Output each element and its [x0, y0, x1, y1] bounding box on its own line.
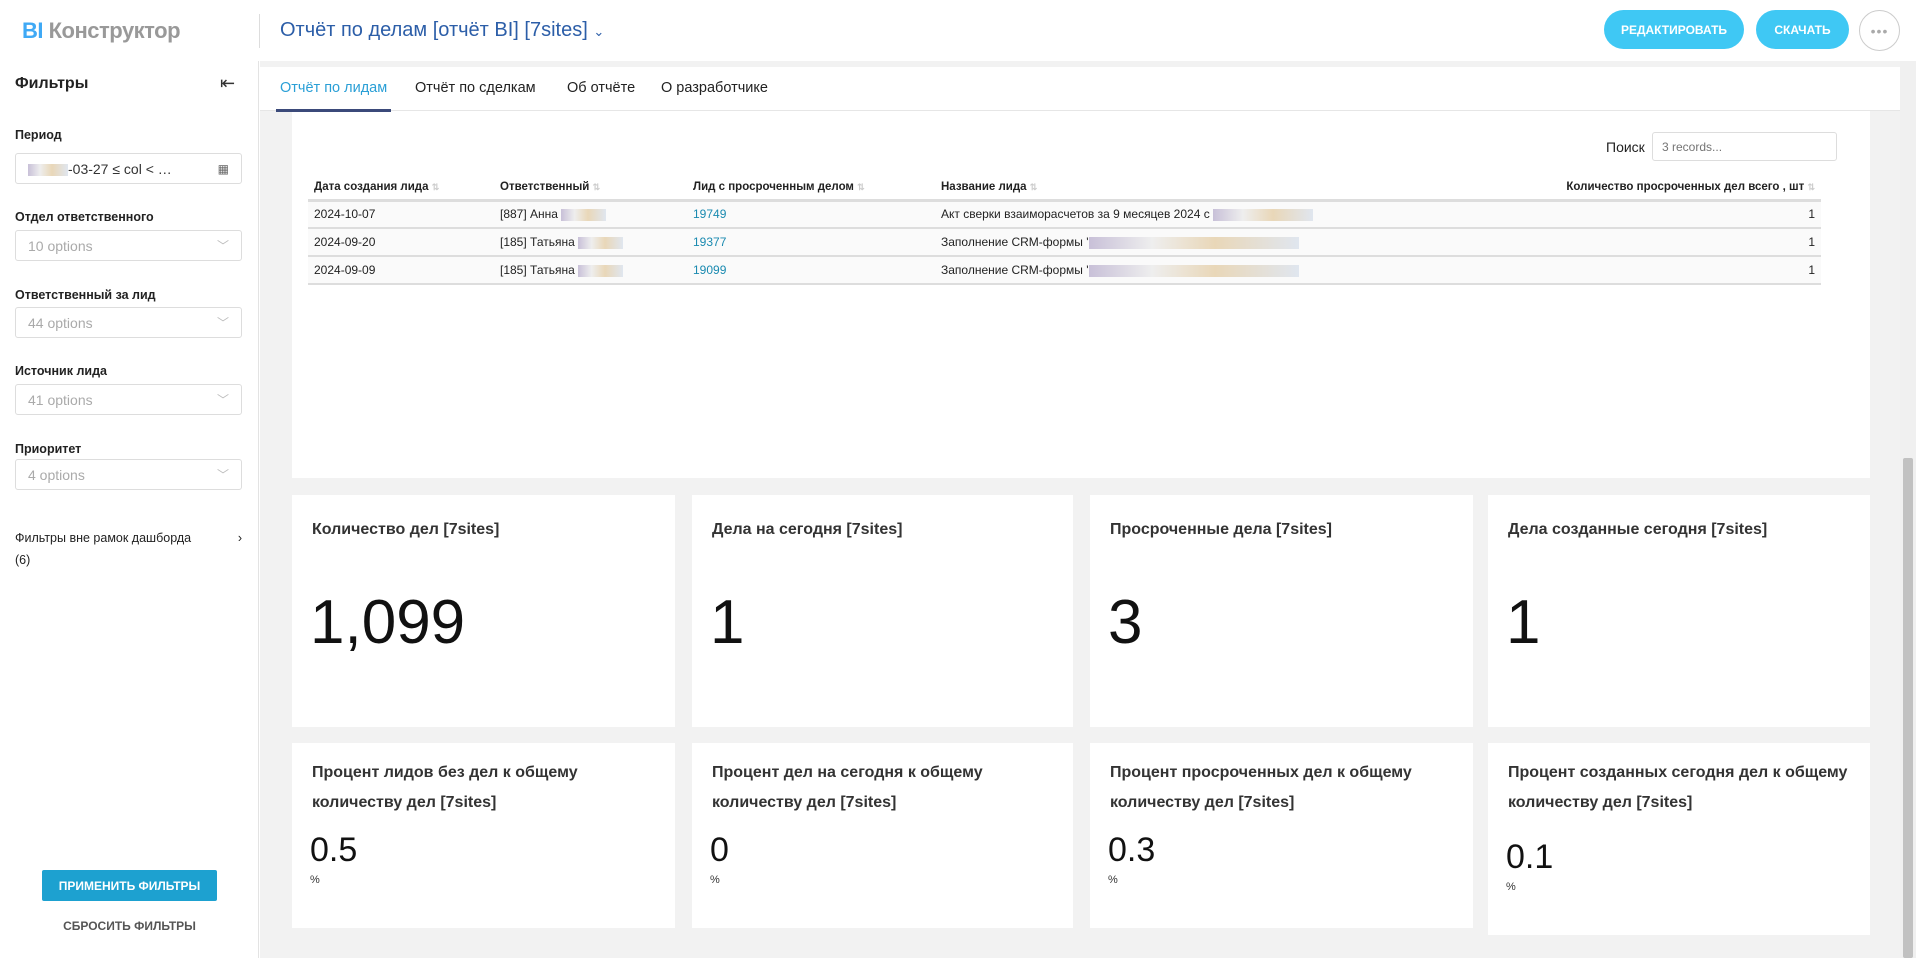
- logo[interactable]: BI Конструктор: [22, 18, 181, 43]
- period-input[interactable]: -03-27 ≤ col < … ▦: [15, 153, 242, 184]
- calendar-icon: ▦: [217, 161, 229, 176]
- kpi-card: Дела на сегодня [7sites] 1: [692, 495, 1073, 727]
- kpi-value: 1: [1506, 588, 1541, 657]
- kpi-unit: %: [1506, 881, 1516, 893]
- tab-about-developer[interactable]: О разработчике: [661, 80, 768, 96]
- search-input[interactable]: [1652, 132, 1837, 161]
- tab-bar: Отчёт по лидам Отчёт по сделкам Об отчёт…: [260, 67, 1900, 112]
- column-header[interactable]: Лид с просроченным делом ⇅: [687, 175, 935, 202]
- lead-link[interactable]: 19749: [693, 207, 727, 222]
- kpi-title: Просроченные дела [7sites]: [1110, 521, 1332, 538]
- redacted: [561, 209, 607, 222]
- kpi-value: 1: [710, 588, 745, 657]
- chevron-down-icon: ﹀: [216, 316, 229, 330]
- percent-card: Процент созданных сегодня дел к общему к…: [1488, 743, 1870, 935]
- tab-leads-report[interactable]: Отчёт по лидам: [280, 80, 388, 96]
- chevron-down-icon: ﹀: [216, 393, 229, 407]
- kpi-value: 0.1: [1506, 838, 1554, 876]
- more-options-icon[interactable]: •••: [1859, 10, 1900, 51]
- divider: [259, 14, 260, 48]
- priority-select[interactable]: 4 options ﹀: [15, 459, 242, 490]
- table-row: 2024-10-07 [887] Анна 19749 Акт сверки в…: [308, 200, 1821, 229]
- column-header[interactable]: Количество просроченных дел всего , шт ⇅: [1462, 175, 1821, 202]
- period-label: Период: [15, 128, 62, 142]
- filter-label: Источник лида: [15, 364, 107, 378]
- kpi-title: Процент созданных сегодня дел к общему к…: [1508, 764, 1848, 811]
- kpi-unit: %: [710, 874, 720, 886]
- chevron-down-icon: ⌄: [593, 24, 605, 39]
- kpi-value: 0.5: [310, 831, 358, 869]
- dashboard-title[interactable]: Отчёт по делам [отчёт BI] [7sites] ⌄: [280, 19, 605, 41]
- kpi-value: 1,099: [310, 588, 466, 657]
- collapse-sidebar-icon[interactable]: ⇤: [220, 73, 236, 93]
- sort-icon: ⇅: [592, 181, 601, 192]
- kpi-title: Процент просроченных дел к общему количе…: [1110, 764, 1412, 811]
- apply-filters-button[interactable]: ПРИМЕНИТЬ ФИЛЬТРЫ: [42, 870, 217, 901]
- kpi-title: Процент лидов без дел к общему количеств…: [312, 764, 578, 811]
- filter-label: Ответственный за лид: [15, 288, 156, 302]
- sort-icon: ⇅: [1807, 181, 1815, 192]
- redacted: [28, 163, 68, 176]
- leads-table-card: [292, 110, 1870, 478]
- lead-link[interactable]: 19099: [693, 263, 727, 277]
- source-select[interactable]: 41 options ﹀: [15, 384, 242, 415]
- sort-icon: ⇅: [431, 181, 440, 192]
- column-header[interactable]: Название лида ⇅: [935, 175, 1463, 202]
- percent-card: Процент дел на сегодня к общему количест…: [692, 743, 1073, 928]
- redacted: [1088, 236, 1299, 249]
- outside-filters-link[interactable]: Фильтры вне рамок дашборда › (6): [15, 527, 242, 571]
- filter-label: Отдел ответственного: [15, 210, 154, 224]
- tab-about-report[interactable]: Об отчёте: [567, 80, 636, 96]
- kpi-title: Процент дел на сегодня к общему количест…: [712, 764, 983, 811]
- kpi-title: Дела созданные сегодня [7sites]: [1508, 521, 1768, 538]
- active-tab-indicator: [276, 109, 391, 112]
- sort-icon: ⇅: [1029, 181, 1038, 192]
- chevron-down-icon: ﹀: [216, 239, 229, 253]
- sort-icon: ⇅: [857, 181, 865, 192]
- responsible-select[interactable]: 44 options ﹀: [15, 307, 242, 338]
- tab-deals-report[interactable]: Отчёт по сделкам: [415, 80, 536, 96]
- kpi-title: Количество дел [7sites]: [312, 521, 500, 538]
- kpi-unit: %: [310, 874, 320, 886]
- kpi-unit: %: [1108, 874, 1118, 886]
- edit-button[interactable]: РЕДАКТИРОВАТЬ: [1604, 10, 1744, 49]
- redacted: [578, 264, 624, 277]
- top-header: BI Конструктор Отчёт по делам [отчёт BI]…: [0, 0, 1916, 61]
- redacted: [1213, 209, 1314, 222]
- kpi-card: Просроченные дела [7sites] 3: [1090, 495, 1473, 727]
- column-header[interactable]: Дата создания лида ⇅: [308, 175, 494, 202]
- kpi-card: Дела созданные сегодня [7sites] 1: [1488, 495, 1870, 727]
- chevron-down-icon: ﹀: [216, 468, 229, 482]
- column-header[interactable]: Ответственный ⇅: [494, 175, 687, 202]
- table-row: 2024-09-09 [185] Татьяна 19099 Заполнени…: [308, 256, 1821, 285]
- filters-sidebar: Фильтры ⇤ Период -03-27 ≤ col < … ▦ Отдел…: [0, 61, 259, 958]
- kpi-card: Количество дел [7sites] 1,099: [292, 495, 675, 727]
- lead-link[interactable]: 19377: [693, 235, 727, 249]
- reset-filters-button[interactable]: СБРОСИТЬ ФИЛЬТРЫ: [63, 919, 196, 933]
- kpi-title: Дела на сегодня [7sites]: [712, 521, 903, 538]
- scrollbar-thumb[interactable]: [1903, 458, 1913, 958]
- download-button[interactable]: СКАЧАТЬ: [1756, 10, 1849, 49]
- table-row: 2024-09-20 [185] Татьяна 19377 Заполнени…: [308, 228, 1821, 257]
- percent-card: Процент просроченных дел к общему количе…: [1090, 743, 1473, 928]
- redacted: [578, 236, 624, 249]
- search-label: Поиск: [1606, 139, 1645, 155]
- filters-title: Фильтры: [15, 75, 89, 92]
- kpi-value: 0.3: [1108, 831, 1156, 869]
- filter-label: Приоритет: [15, 442, 82, 456]
- kpi-value: 3: [1108, 588, 1143, 657]
- redacted: [1088, 264, 1299, 277]
- leads-table: Дата создания лида ⇅ Ответственный ⇅ Лид…: [308, 175, 1821, 285]
- chevron-right-icon: ›: [237, 531, 242, 545]
- department-select[interactable]: 10 options ﹀: [15, 230, 242, 261]
- kpi-value: 0: [710, 831, 729, 869]
- percent-card: Процент лидов без дел к общему количеств…: [292, 743, 675, 928]
